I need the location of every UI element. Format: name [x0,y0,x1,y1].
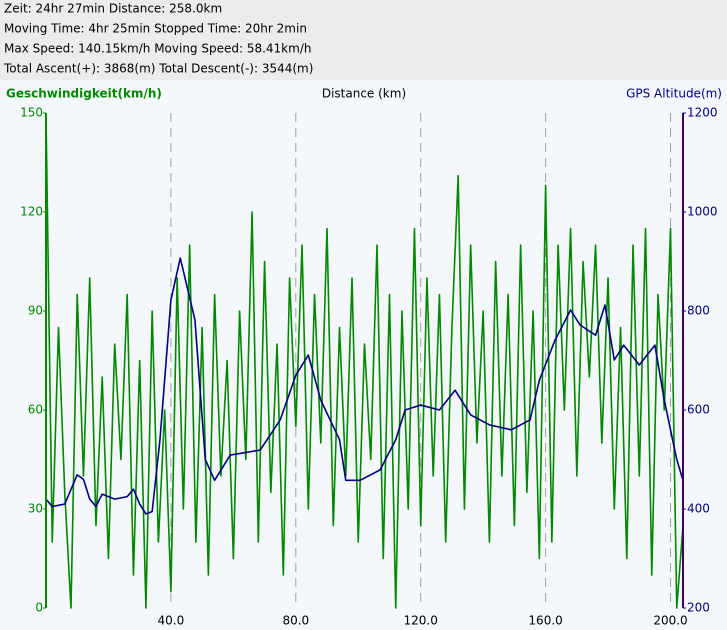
header-line: Moving Time: 4hr 25min Stopped Time: 20h… [4,22,307,36]
y2-axis-title: GPS Altitude(m) [626,87,722,101]
y-axis-title: Geschwindigkeit(km/h) [6,87,162,101]
x-axis-title: Distance (km) [322,87,406,101]
y2-tick-label: 400 [687,502,710,516]
x-tick-label: 160.0 [528,614,562,628]
y-tick-label: 120 [20,205,43,219]
y2-tick-label: 600 [687,403,710,417]
x-tick-label: 120.0 [404,614,438,628]
y2-tick-label: 1000 [687,205,718,219]
x-tick-label: 200.0 [653,614,687,628]
y-tick-label: 60 [28,403,43,417]
header-line: Total Ascent(+): 3868(m) Total Descent(-… [3,62,313,76]
header-line: Zeit: 24hr 27min Distance: 258.0km [4,2,222,16]
y-tick-label: 150 [20,106,43,120]
header-line: Max Speed: 140.15km/h Moving Speed: 58.4… [4,42,311,56]
y2-tick-label: 1200 [687,106,718,120]
y2-tick-label: 800 [687,304,710,318]
y-tick-label: 0 [35,601,43,615]
header-panel [0,0,727,80]
y-tick-label: 90 [28,304,43,318]
series-line [45,257,684,515]
series-line [45,112,684,609]
x-tick-label: 40.0 [158,614,185,628]
x-tick-label: 80.0 [282,614,309,628]
y2-tick-label: 200 [687,601,710,615]
y-tick-label: 30 [28,502,43,516]
